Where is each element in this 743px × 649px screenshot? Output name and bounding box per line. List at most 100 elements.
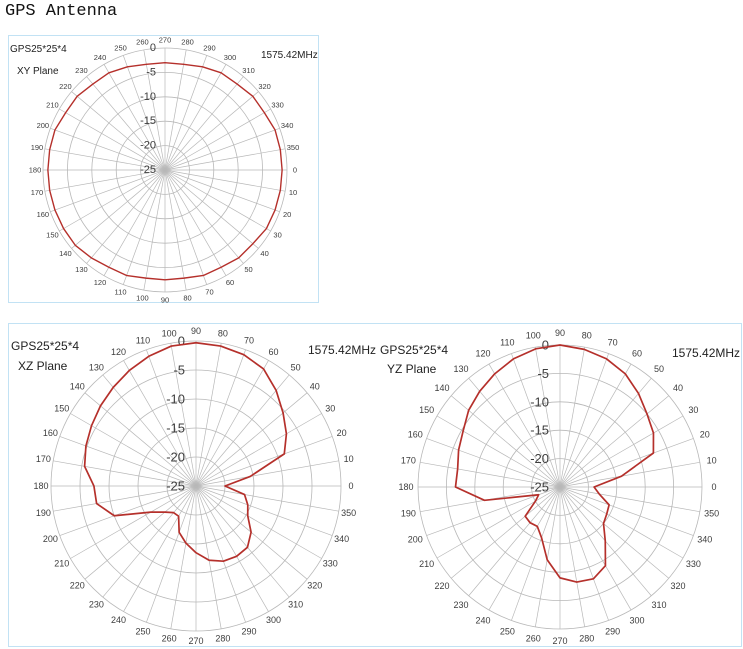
angle-tick-label: 60: [226, 278, 234, 287]
grid-spoke: [534, 347, 561, 488]
grid-spoke: [86, 169, 166, 264]
angle-tick-label: 190: [401, 509, 416, 519]
angle-tick-label: 320: [670, 581, 685, 591]
grid-spoke: [164, 169, 244, 264]
angle-tick-label: 230: [89, 600, 104, 610]
angle-tick-label: 50: [654, 364, 664, 374]
angle-tick-label: 350: [287, 143, 300, 152]
grid-spoke: [164, 169, 208, 285]
grid-spoke: [195, 343, 222, 487]
angle-tick-label: 340: [334, 534, 349, 544]
angle-tick-label: 200: [408, 535, 423, 545]
grid-spoke: [59, 485, 197, 536]
angle-tick-label: 160: [408, 429, 423, 439]
angle-tick-label: 200: [37, 121, 50, 130]
radius-tick-label: 0: [178, 334, 185, 349]
angle-tick-label: 140: [435, 383, 450, 393]
grid-spoke: [103, 64, 166, 171]
angle-tick-label: 10: [289, 188, 297, 197]
grid-ring: [474, 401, 646, 573]
grid-spoke: [450, 395, 561, 488]
frequency-label: 1575.42MHz: [672, 346, 740, 360]
series-layer: [47, 61, 283, 281]
angle-tick-label: 220: [59, 82, 72, 91]
grid-spoke: [559, 486, 694, 536]
angle-tick-label: 150: [54, 404, 69, 414]
series-layer: [454, 344, 655, 583]
angle-tick-label: 170: [401, 455, 416, 465]
radius-tick-label: -15: [166, 421, 185, 436]
grid-spoke: [559, 353, 609, 488]
grid-ring: [137, 427, 255, 545]
angle-tick-label: 80: [218, 328, 228, 338]
grid-spoke: [146, 485, 197, 623]
grid-spoke: [170, 485, 197, 629]
angle-tick-label: 130: [89, 362, 104, 372]
angle-tick-label: 340: [281, 121, 294, 130]
grid-spoke: [195, 485, 269, 612]
xy-panel-frame: [8, 35, 319, 303]
grid-ring: [502, 429, 618, 545]
angle-tick-label: 180: [33, 481, 48, 491]
radiation-pattern-line: [47, 61, 283, 281]
grid-spoke: [164, 169, 280, 213]
angle-tick-label: 210: [54, 559, 69, 569]
grid-spoke: [164, 169, 271, 232]
grid-spoke: [164, 49, 187, 171]
angle-tick-label: 110: [136, 335, 150, 345]
angle-tick-label: 150: [46, 231, 59, 240]
series-layer: [83, 341, 288, 563]
angle-tick-label: 290: [203, 43, 216, 52]
angle-tick-label: 130: [75, 265, 88, 274]
grid-spoke: [44, 148, 166, 171]
radiation-pattern-line: [83, 341, 288, 563]
grid-spoke: [164, 108, 271, 171]
angle-tick-label: 50: [244, 265, 252, 274]
frequency-label: 1575.42MHz: [308, 343, 376, 357]
angle-tick-label: 250: [135, 627, 150, 637]
angle-tick-label: 90: [161, 296, 169, 305]
grid-spoke: [59, 108, 166, 171]
angle-tick-label: 220: [70, 581, 85, 591]
grid-spoke: [164, 169, 227, 276]
angle-tick-label: 210: [419, 559, 434, 569]
angle-tick-label: 310: [242, 66, 255, 75]
angle-tick-label: 120: [475, 349, 490, 359]
angle-tick-label: 190: [36, 508, 51, 518]
angle-tick-label: 230: [75, 66, 88, 75]
grid-spoke: [170, 343, 197, 487]
radius-tick-label: -15: [140, 115, 156, 127]
grid-spoke: [84, 485, 197, 580]
angle-tick-label: 120: [111, 347, 126, 357]
polar-grid: [42, 47, 288, 293]
grid-spoke: [195, 485, 322, 559]
angle-tick-label: 140: [59, 249, 72, 258]
grid-spoke: [559, 486, 684, 559]
radius-tick-label: -25: [530, 480, 549, 495]
grid-spoke: [195, 374, 290, 487]
grid-spoke: [511, 353, 561, 488]
radius-tick-label: -10: [530, 394, 549, 409]
grid-spoke: [103, 169, 166, 276]
angle-tick-label: 320: [307, 581, 322, 591]
grid-spoke: [488, 363, 561, 488]
grid-spoke: [44, 169, 166, 192]
radius-tick-label: 0: [542, 338, 549, 353]
grid-spoke: [436, 415, 561, 488]
grid-ring: [91, 96, 239, 244]
grid-spoke: [164, 127, 280, 171]
grid-spoke: [468, 377, 561, 488]
angle-tick-label: 240: [475, 615, 490, 625]
angle-tick-label: 10: [344, 454, 354, 464]
angle-tick-label: 100: [136, 294, 149, 303]
grid-spoke: [559, 486, 586, 627]
grid-spoke: [195, 413, 322, 487]
grid-spoke: [164, 169, 187, 291]
angle-tick-label: 30: [688, 405, 698, 415]
radius-tick-label: -20: [140, 140, 156, 152]
plane-label: YZ Plane: [387, 362, 437, 376]
radius-tick-label: -25: [140, 164, 156, 176]
radius-tick-label: -10: [166, 392, 185, 407]
